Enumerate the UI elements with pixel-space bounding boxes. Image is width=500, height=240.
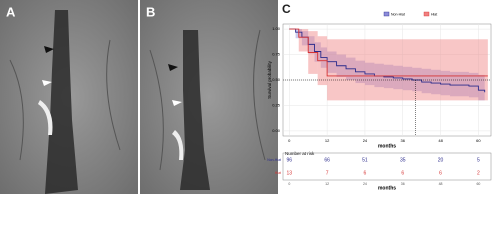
row-label: Non-Hiat — [267, 158, 281, 162]
table-x-label: months — [378, 185, 396, 191]
table-x-tick-label: 12 — [325, 182, 329, 186]
risk-count: 7 — [326, 170, 329, 176]
x-tick-label: 0 — [288, 138, 291, 143]
figure: A B C Survival probability months p = 0.… — [0, 0, 492, 194]
risk-count: 51 — [362, 157, 368, 163]
risk-count: 6 — [439, 170, 442, 176]
risk-count: 35 — [400, 157, 406, 163]
x-tick-label: 12 — [325, 138, 330, 143]
confidence-band — [364, 39, 403, 101]
table-x-tick-label: 60 — [476, 182, 480, 186]
survival-curve — [289, 28, 488, 77]
panel-label: C — [282, 2, 291, 16]
confidence-band — [440, 39, 479, 101]
confidence-band — [421, 68, 432, 94]
confidence-band — [327, 51, 337, 73]
confidence-band — [327, 39, 365, 101]
confidence-band — [402, 66, 413, 91]
confidence-band — [431, 69, 441, 95]
risk-count: 6 — [401, 170, 404, 176]
y-tick-label: 0.75 — [272, 52, 281, 57]
confidence-band — [450, 71, 460, 97]
legend-label: Non-Hiat — [391, 12, 405, 16]
confidence-band — [412, 67, 422, 92]
panel-label: A — [6, 4, 16, 19]
confidence-band — [478, 74, 485, 101]
confidence-band — [308, 36, 315, 54]
x-tick-label: 48 — [438, 138, 443, 143]
confidence-band — [478, 39, 488, 101]
risk-count: 20 — [438, 157, 444, 163]
risk-count: 66 — [324, 157, 330, 163]
row-label: Hiat — [275, 171, 281, 175]
x-axis-label: months — [378, 143, 396, 149]
y-tick-label: 0.00 — [272, 128, 281, 133]
table-x-tick-label: 24 — [363, 182, 367, 186]
confidence-band — [383, 64, 394, 89]
confidence-band — [440, 70, 451, 96]
risk-count: 5 — [477, 157, 480, 163]
confidence-band — [393, 65, 403, 90]
legend-swatch — [383, 11, 390, 17]
y-tick-label: 0.50 — [272, 77, 281, 82]
x-tick-label: 24 — [363, 138, 368, 143]
risk-count: 13 — [287, 170, 293, 176]
risk-count: 96 — [287, 157, 293, 163]
risk-count: 2 — [477, 170, 480, 176]
confidence-band — [402, 39, 441, 101]
confidence-band — [301, 31, 309, 46]
y-axis-label: Survival probability — [267, 60, 272, 99]
y-tick-label: 0.25 — [272, 103, 281, 108]
panel-label: B — [146, 4, 155, 19]
table-title: Number at risk — [285, 151, 315, 156]
confidence-band — [459, 71, 469, 97]
x-tick-label: 36 — [401, 138, 406, 143]
table-x-tick-label: 36 — [401, 182, 405, 186]
table-frame — [282, 152, 492, 181]
panel-b-image — [140, 0, 278, 194]
confidence-band — [468, 72, 479, 98]
y-tick-label: 1.00 — [272, 26, 281, 31]
confidence-band — [374, 63, 384, 88]
table-x-tick-label: 48 — [439, 182, 443, 186]
x-tick-label: 60 — [476, 138, 481, 143]
risk-count: 6 — [364, 170, 367, 176]
table-x-tick-label: 0 — [288, 182, 290, 186]
legend-label: Hiat — [431, 12, 437, 16]
legend-swatch — [423, 11, 430, 17]
confidence-band — [298, 29, 309, 52]
panel-a-image — [0, 0, 138, 194]
confidence-band — [314, 42, 321, 62]
